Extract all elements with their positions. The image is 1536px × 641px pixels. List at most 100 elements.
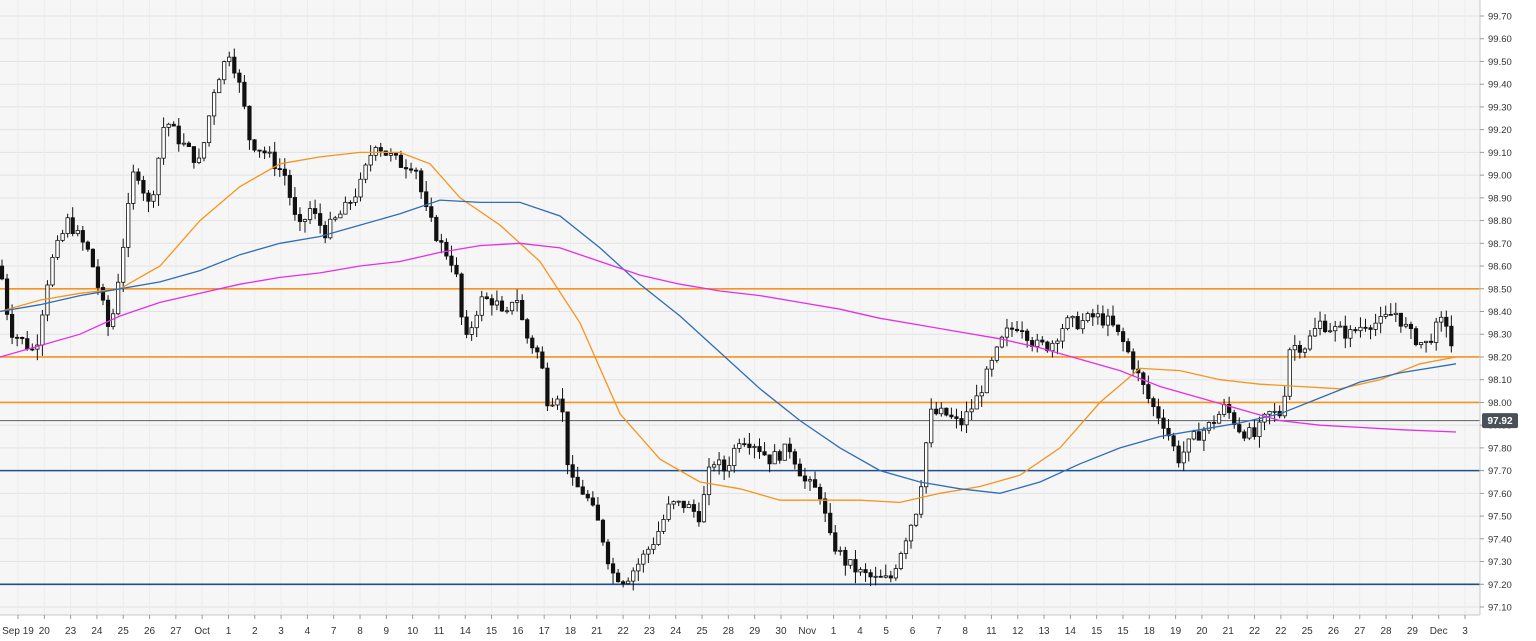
y-tick-label: 97.70 <box>1488 466 1512 477</box>
candle-body <box>449 255 454 266</box>
candle-body <box>161 126 166 159</box>
candle-body <box>156 157 161 196</box>
x-axis: Sep 19 20 23 24 25 26 27 Oct 1 2 3 4 7 8 9 10 11 14 15 16 17… <box>0 614 1480 637</box>
candle-body <box>903 540 909 554</box>
candle-body <box>848 559 853 566</box>
candle <box>474 310 479 338</box>
candle <box>1020 321 1025 339</box>
candle-body <box>1237 424 1242 433</box>
candle-body <box>762 451 767 456</box>
candle-body <box>873 575 878 578</box>
candle <box>1075 311 1080 331</box>
candle-body <box>641 553 646 565</box>
candle <box>1035 333 1040 353</box>
candle <box>242 74 247 110</box>
candle <box>1292 335 1297 361</box>
candle-body <box>1222 404 1227 415</box>
y-tick-label: 98.80 <box>1488 216 1512 227</box>
candle-body <box>1105 315 1111 326</box>
x-tick-label: Dec <box>1430 626 1448 637</box>
candle <box>1105 308 1111 337</box>
candle-body <box>1302 348 1307 353</box>
candle <box>964 401 969 434</box>
candle <box>358 172 363 202</box>
candle <box>262 146 267 160</box>
x-tick-label: 19 <box>1170 626 1182 637</box>
candle <box>797 458 803 477</box>
candle-body <box>575 476 580 488</box>
candle <box>318 203 323 234</box>
candle-body <box>196 157 202 163</box>
candle-body <box>80 230 85 243</box>
x-tick-label: 3 <box>278 626 284 637</box>
candle-body <box>20 337 25 340</box>
candle-body <box>1449 325 1454 347</box>
candle <box>328 211 333 240</box>
candle <box>1095 304 1100 325</box>
x-tick-label: 15 <box>1091 626 1103 637</box>
candle-body <box>1080 320 1085 330</box>
candle-body <box>1004 327 1010 338</box>
candle <box>1201 426 1206 452</box>
candle <box>934 401 939 416</box>
candle-body <box>353 196 358 203</box>
candle-body <box>828 512 833 534</box>
candle-body <box>1014 328 1020 332</box>
candle-body <box>1429 340 1434 343</box>
candle <box>4 273 10 321</box>
candle <box>1171 432 1176 452</box>
candle-body <box>1328 330 1333 333</box>
candle <box>1227 396 1232 419</box>
candle <box>90 248 95 268</box>
candle <box>267 146 272 158</box>
candle-body <box>1191 431 1196 440</box>
candle-body <box>1323 320 1328 333</box>
candle-body <box>171 123 176 127</box>
candle-body <box>262 150 267 154</box>
candle-body <box>1424 340 1429 343</box>
candle-body <box>722 459 727 472</box>
candle-body <box>1161 417 1166 429</box>
candle-body <box>1297 345 1302 353</box>
candle <box>767 454 772 473</box>
candle-body <box>1408 323 1414 330</box>
candle-body <box>580 486 585 495</box>
candle <box>116 273 121 316</box>
candle-body <box>560 398 565 413</box>
candle <box>227 51 232 67</box>
candle <box>919 480 924 518</box>
candle <box>484 292 489 300</box>
candle <box>464 310 469 339</box>
candle <box>823 492 828 522</box>
x-tick-label: 14 <box>460 626 472 637</box>
candle-body <box>85 241 90 250</box>
x-tick-label: 7 <box>331 626 337 637</box>
candle <box>520 294 525 321</box>
sma-200-line <box>0 242 1457 433</box>
candle-body <box>651 544 656 550</box>
candle-body <box>752 446 757 448</box>
candle <box>1161 409 1166 439</box>
candle <box>1333 320 1338 342</box>
y-tick-label: 97.50 <box>1488 512 1512 523</box>
candle <box>701 485 707 523</box>
candle <box>1216 411 1222 424</box>
candle <box>999 335 1005 349</box>
candle <box>530 335 535 354</box>
candle-body <box>1065 317 1070 330</box>
candle-body <box>373 147 378 156</box>
y-tick-label: 99.10 <box>1488 148 1512 159</box>
candle-body <box>141 179 146 194</box>
candle-body <box>681 500 686 509</box>
candle <box>868 569 873 587</box>
x-tick-label: 14 <box>1065 626 1077 637</box>
candle-body <box>90 248 95 268</box>
candle <box>681 500 686 513</box>
candle <box>237 69 242 93</box>
candle <box>1115 324 1121 336</box>
candle <box>1388 303 1393 316</box>
candle-body <box>1363 326 1368 329</box>
candle <box>666 496 671 522</box>
candle <box>888 570 893 583</box>
candle-body <box>777 451 782 461</box>
